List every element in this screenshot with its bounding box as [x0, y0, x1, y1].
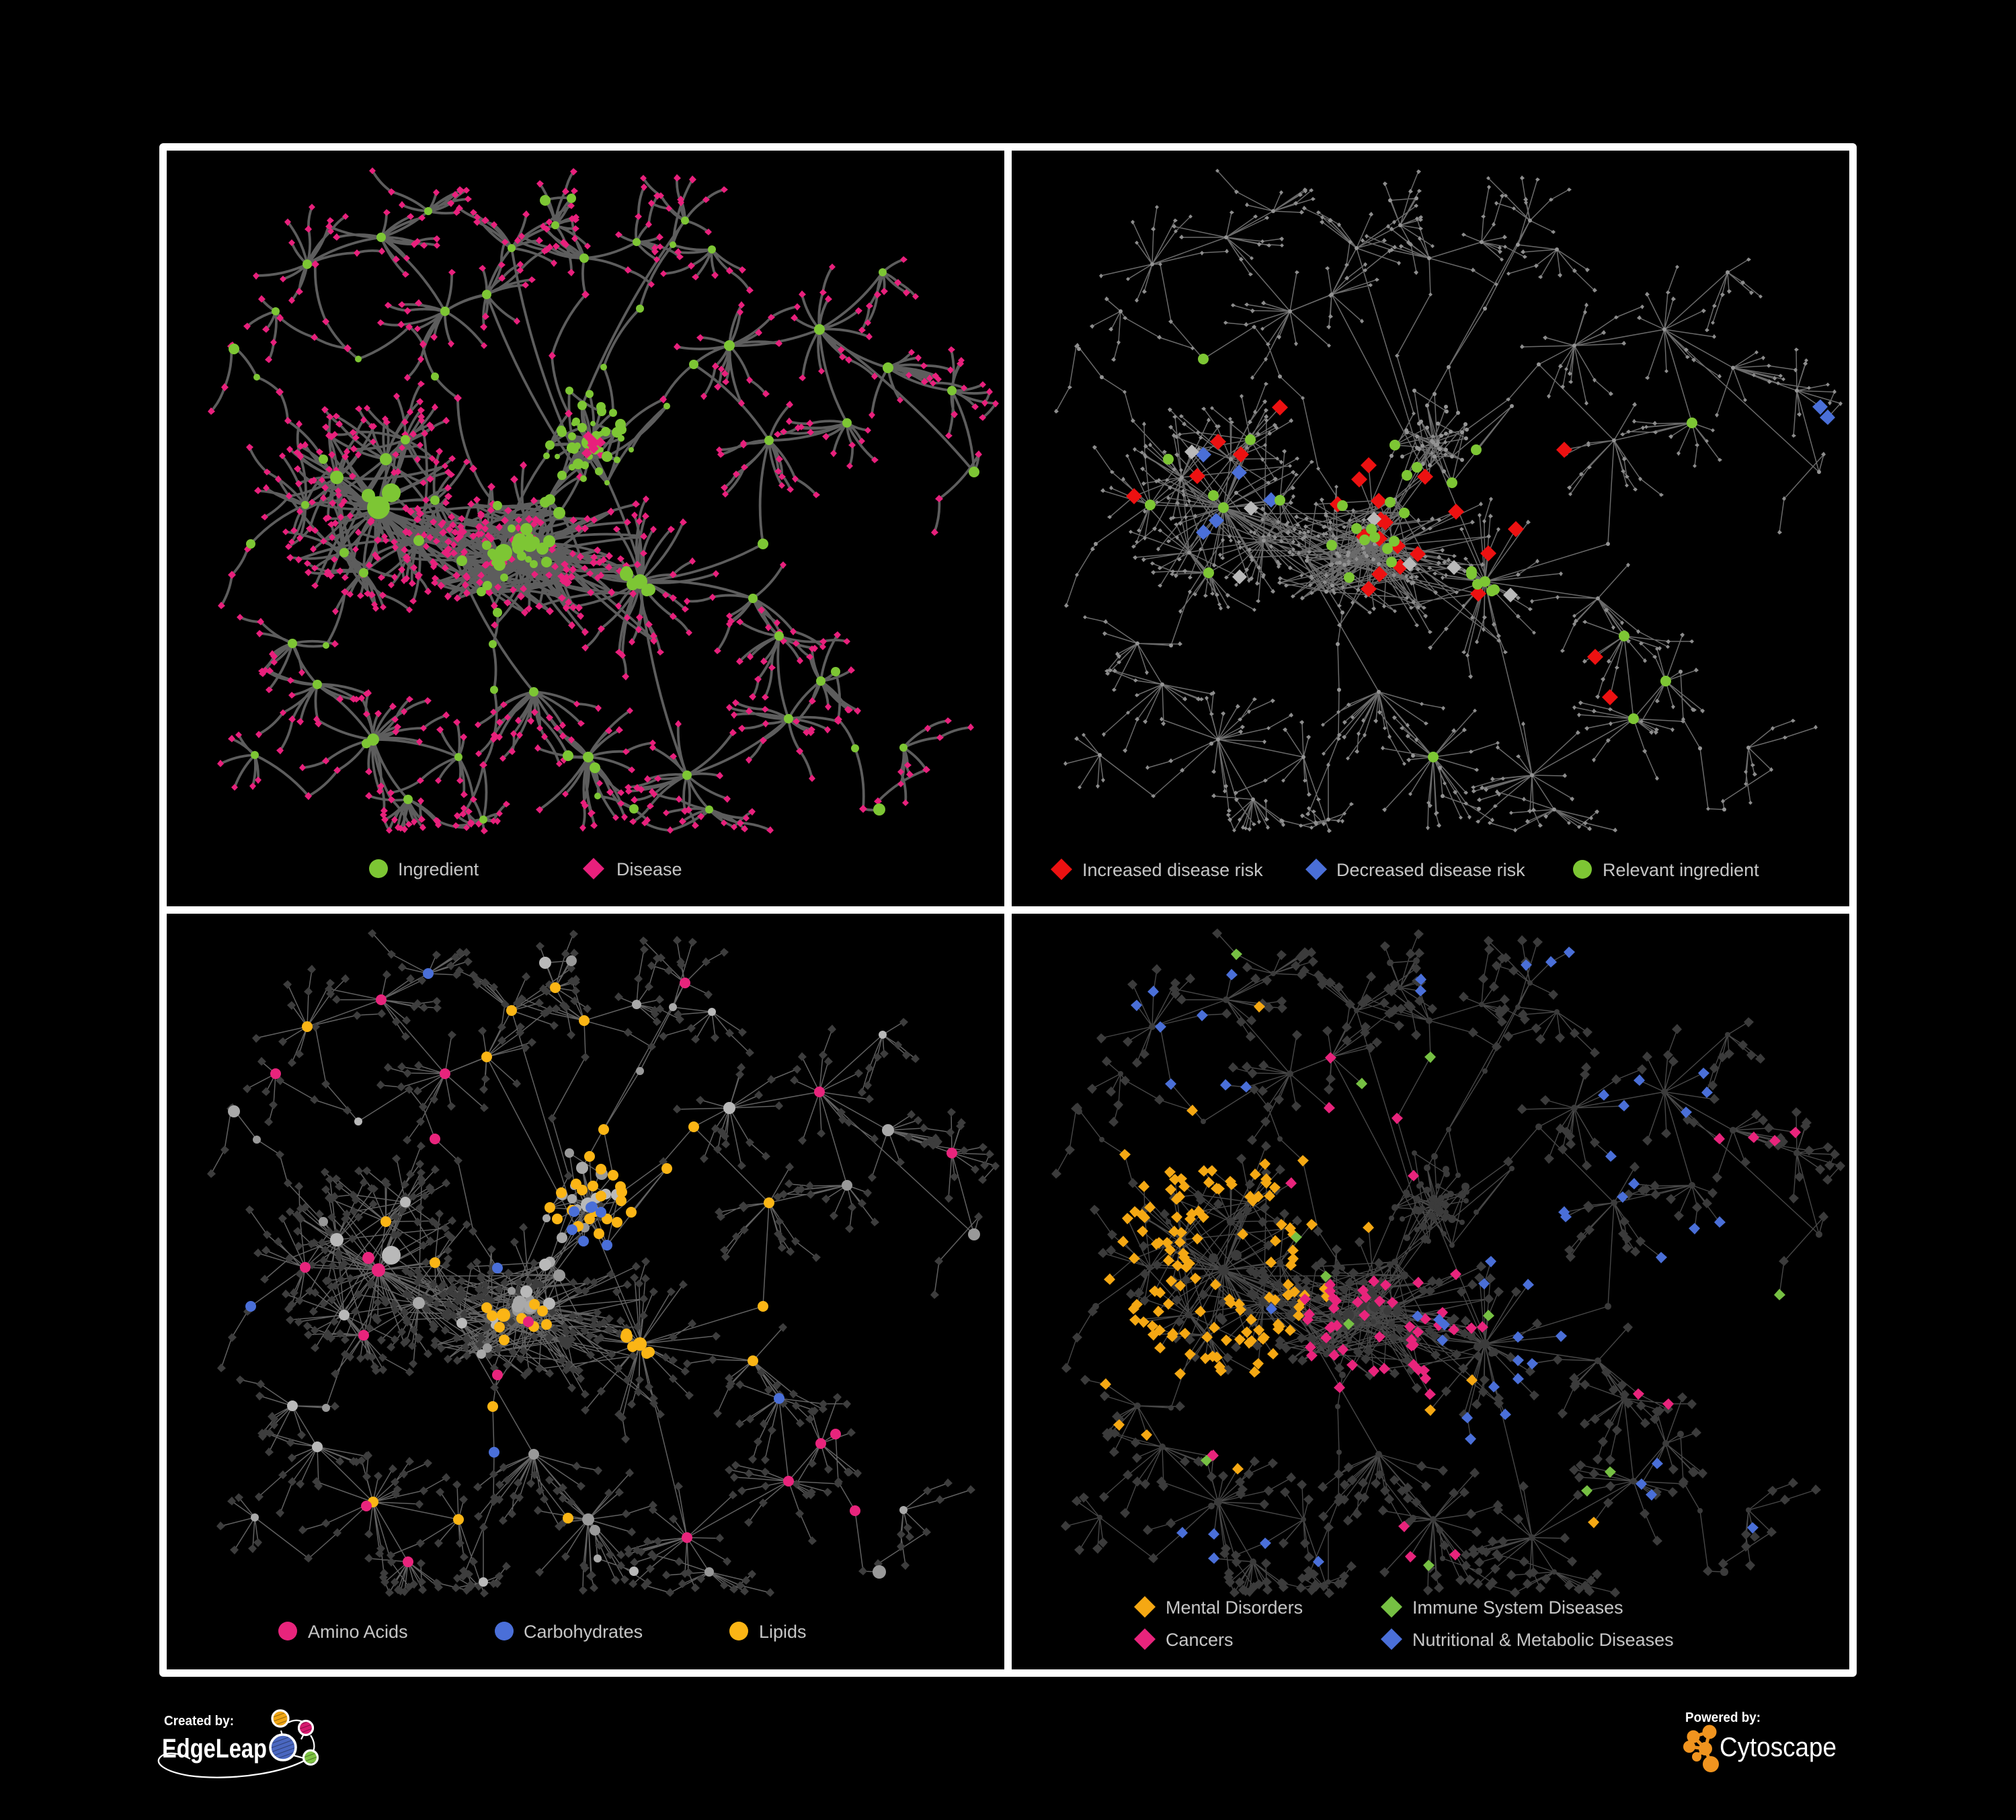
svg-text:Amino Acids: Amino Acids: [308, 1622, 408, 1642]
svg-text:Cytoscape: Cytoscape: [1720, 1733, 1837, 1762]
svg-text:Powered by:: Powered by:: [1685, 1710, 1761, 1725]
svg-text:Ingredient: Ingredient: [398, 859, 479, 879]
svg-text:Disease: Disease: [616, 859, 682, 879]
svg-text:Mental Disorders: Mental Disorders: [1166, 1597, 1303, 1618]
svg-text:Decreased disease risk: Decreased disease risk: [1336, 860, 1525, 880]
svg-text:Lipids: Lipids: [759, 1622, 807, 1642]
svg-text:Immune System Diseases: Immune System Diseases: [1412, 1597, 1623, 1618]
svg-text:Carbohydrates: Carbohydrates: [524, 1622, 643, 1642]
svg-text:Relevant ingredient: Relevant ingredient: [1603, 860, 1759, 880]
svg-text:EdgeLeap: EdgeLeap: [162, 1734, 267, 1764]
svg-text:Nutritional & Metabolic Diseas: Nutritional & Metabolic Diseases: [1412, 1630, 1674, 1650]
svg-text:Created by:: Created by:: [164, 1714, 234, 1729]
svg-text:Increased disease risk: Increased disease risk: [1082, 860, 1263, 880]
svg-text:Cancers: Cancers: [1166, 1630, 1234, 1650]
